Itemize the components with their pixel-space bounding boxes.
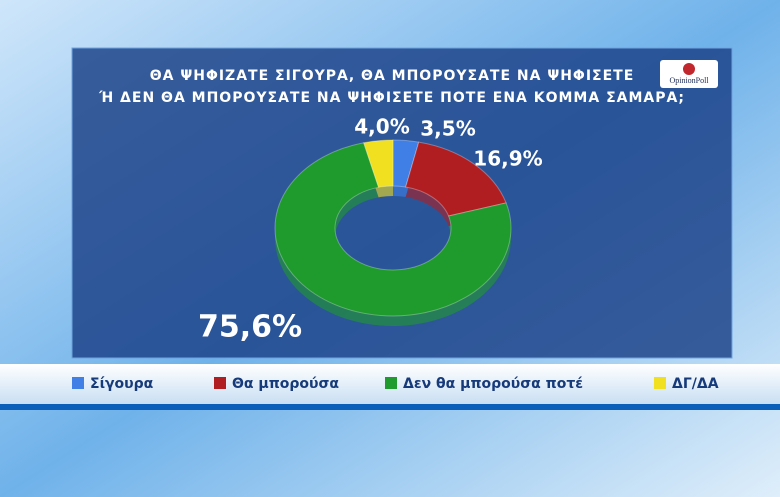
logo-icon [683,63,695,75]
legend-label: Δεν θα μπορούσα ποτέ [403,376,583,392]
slice [405,141,507,217]
legend-label: Θα μπορούσα [232,376,339,392]
legend-swatch [72,377,84,389]
logo: OpinionPoll [669,76,709,85]
value-label: 75,6% [198,310,302,345]
chart-title: Ή ΔΕΝ ΘΑ ΜΠΟΡΟΥΣΑΤΕ ΝΑ ΨΗΦΙΣΕΤΕ ΠΟΤΕ ΕΝΑ… [98,90,685,106]
legend-swatch [385,377,397,389]
slice [362,139,394,188]
value-label: 16,9% [473,147,542,171]
slice [392,139,420,188]
legend-label: ΔΓ/ΔΑ [672,376,719,392]
slice [274,142,512,317]
legend-label: Σίγουρα [90,376,154,392]
legend-swatch [654,377,666,389]
legend-stripe [0,404,780,410]
value-label: 3,5% [420,117,475,141]
value-label: 4,0% [354,115,409,139]
chart-title: ΘΑ ΨΗΦΙΖΑΤΕ ΣΙΓΟΥΡΑ, ΘΑ ΜΠΟΡΟΥΣΑΤΕ ΝΑ ΨΗ… [150,68,635,84]
legend-swatch [214,377,226,389]
